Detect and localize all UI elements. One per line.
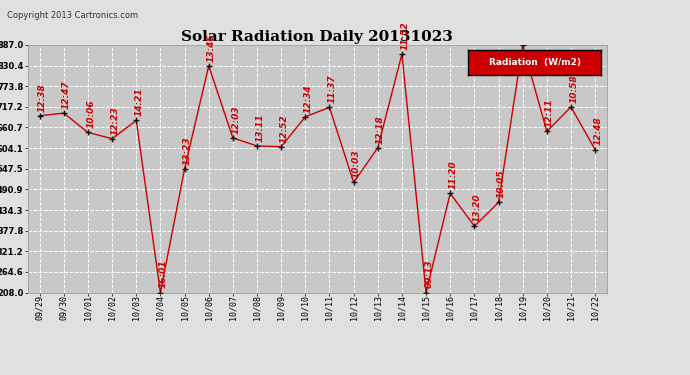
Text: 13:11: 13:11 bbox=[255, 113, 264, 142]
Text: 12:48: 12:48 bbox=[593, 117, 602, 146]
Text: 11:52: 11:52 bbox=[400, 21, 409, 50]
Text: Copyright 2013 Cartronics.com: Copyright 2013 Cartronics.com bbox=[7, 11, 138, 20]
Text: 12:03: 12:03 bbox=[231, 105, 240, 134]
Text: 12:34: 12:34 bbox=[304, 84, 313, 112]
Text: 10:03: 10:03 bbox=[352, 150, 361, 178]
Text: 10:06: 10:06 bbox=[86, 100, 95, 128]
Text: 16:01: 16:01 bbox=[159, 260, 168, 288]
Text: 12:18: 12:18 bbox=[376, 115, 385, 144]
Text: 14:21: 14:21 bbox=[135, 88, 144, 116]
Text: 12:52: 12:52 bbox=[279, 114, 288, 142]
Text: 13:20: 13:20 bbox=[473, 194, 482, 222]
Text: 12:47: 12:47 bbox=[62, 80, 71, 109]
Text: 13:23: 13:23 bbox=[183, 136, 192, 165]
Text: 11:20: 11:20 bbox=[448, 160, 457, 189]
Text: 09:13: 09:13 bbox=[424, 260, 433, 288]
Text: 11:37: 11:37 bbox=[328, 75, 337, 103]
Text: 12:11: 12:11 bbox=[545, 99, 554, 127]
Text: 10:05: 10:05 bbox=[497, 170, 506, 198]
Text: 13:46: 13:46 bbox=[207, 33, 216, 62]
Text: 12:38: 12:38 bbox=[38, 83, 47, 111]
Text: 12:23: 12:23 bbox=[110, 106, 119, 135]
Title: Solar Radiation Daily 20131023: Solar Radiation Daily 20131023 bbox=[181, 30, 453, 44]
Text: 10:58: 10:58 bbox=[569, 74, 578, 103]
